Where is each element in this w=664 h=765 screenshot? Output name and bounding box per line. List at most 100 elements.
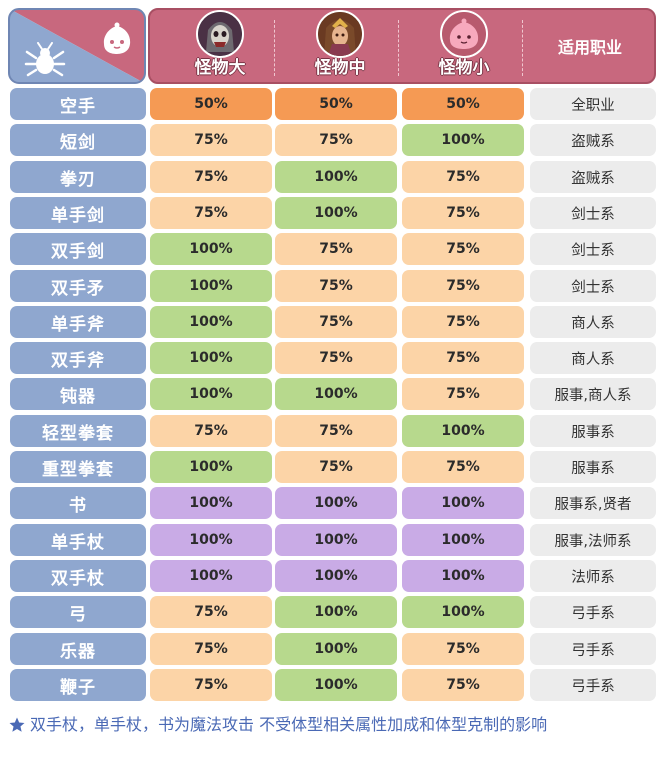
medium-monster-warrior-icon xyxy=(316,10,364,58)
value-cell-small: 75% xyxy=(402,161,524,193)
value-cell-large: 75% xyxy=(150,415,272,447)
header-job-label: 适用职业 xyxy=(557,38,622,57)
weapon-name-cell: 单手杖 xyxy=(10,524,146,556)
value-cell-small: 100% xyxy=(402,487,524,519)
weapon-name-cell: 双手矛 xyxy=(10,270,146,302)
table-row: 书 100% 100% 100% 服事系,贤者 xyxy=(10,487,656,519)
weapon-name-cell: 鞭子 xyxy=(10,669,146,701)
job-cell: 弓手系 xyxy=(530,669,656,701)
job-cell: 商人系 xyxy=(530,306,656,338)
table-corner-cell xyxy=(8,8,146,84)
value-cell-small: 75% xyxy=(402,451,524,483)
table-row: 空手 50% 50% 50% 全职业 xyxy=(10,88,656,120)
job-cell: 弓手系 xyxy=(530,596,656,628)
table-row: 单手杖 100% 100% 100% 服事,法师系 xyxy=(10,524,656,556)
weapon-name-cell: 短剑 xyxy=(10,124,146,156)
job-cell: 盗贼系 xyxy=(530,124,656,156)
value-cell-medium: 100% xyxy=(275,560,397,592)
header-divider xyxy=(398,20,399,76)
weapon-name-cell: 乐器 xyxy=(10,633,146,665)
table-row: 单手斧 100% 75% 75% 商人系 xyxy=(10,306,656,338)
value-cell-medium: 75% xyxy=(275,124,397,156)
table-row: 重型拳套 100% 75% 75% 服事系 xyxy=(10,451,656,483)
value-cell-large: 100% xyxy=(150,306,272,338)
value-cell-large: 100% xyxy=(150,270,272,302)
job-cell: 弓手系 xyxy=(530,633,656,665)
table-row: 双手杖 100% 100% 100% 法师系 xyxy=(10,560,656,592)
value-cell-large: 75% xyxy=(150,596,272,628)
weapon-name-cell: 双手斧 xyxy=(10,342,146,374)
job-cell: 剑士系 xyxy=(530,233,656,265)
header-label-small: 怪物小 xyxy=(438,58,490,78)
table-row: 短剑 75% 75% 100% 盗贼系 xyxy=(10,124,656,156)
value-cell-medium: 100% xyxy=(275,669,397,701)
value-cell-medium: 75% xyxy=(275,451,397,483)
table-header: 怪物大 怪物中 怪 xyxy=(148,8,656,84)
weapon-name-cell: 空手 xyxy=(10,88,146,120)
job-cell: 剑士系 xyxy=(530,270,656,302)
value-cell-small: 75% xyxy=(402,669,524,701)
value-cell-large: 75% xyxy=(150,633,272,665)
value-cell-large: 100% xyxy=(150,451,272,483)
value-cell-large: 75% xyxy=(150,161,272,193)
value-cell-large: 100% xyxy=(150,233,272,265)
table-row: 双手矛 100% 75% 75% 剑士系 xyxy=(10,270,656,302)
value-cell-medium: 100% xyxy=(275,161,397,193)
table-row: 双手剑 100% 75% 75% 剑士系 xyxy=(10,233,656,265)
table-row: 弓 75% 100% 100% 弓手系 xyxy=(10,596,656,628)
table-row: 拳刃 75% 100% 75% 盗贼系 xyxy=(10,161,656,193)
value-cell-medium: 100% xyxy=(275,378,397,410)
value-cell-small: 75% xyxy=(402,633,524,665)
table-row: 双手斧 100% 75% 75% 商人系 xyxy=(10,342,656,374)
job-cell: 全职业 xyxy=(530,88,656,120)
value-cell-medium: 100% xyxy=(275,633,397,665)
job-cell: 服事系,贤者 xyxy=(530,487,656,519)
value-cell-medium: 75% xyxy=(275,415,397,447)
value-cell-large: 100% xyxy=(150,342,272,374)
header-monster-medium: 怪物中 xyxy=(290,10,390,82)
value-cell-medium: 75% xyxy=(275,306,397,338)
value-cell-small: 75% xyxy=(402,342,524,374)
value-cell-medium: 100% xyxy=(275,197,397,229)
table-row: 乐器 75% 100% 75% 弓手系 xyxy=(10,633,656,665)
value-cell-medium: 75% xyxy=(275,270,397,302)
weapon-name-cell: 钝器 xyxy=(10,378,146,410)
weapon-name-cell: 双手杖 xyxy=(10,560,146,592)
value-cell-large: 100% xyxy=(150,378,272,410)
bug-monster-icon xyxy=(24,42,66,77)
value-cell-small: 100% xyxy=(402,124,524,156)
value-cell-small: 75% xyxy=(402,378,524,410)
large-monster-skull-icon xyxy=(196,10,244,58)
table-row: 轻型拳套 75% 75% 100% 服事系 xyxy=(10,415,656,447)
value-cell-small: 100% xyxy=(402,596,524,628)
header-label-medium: 怪物中 xyxy=(314,58,366,78)
header-divider xyxy=(274,20,275,76)
weapon-name-cell: 重型拳套 xyxy=(10,451,146,483)
header-divider xyxy=(522,20,523,76)
value-cell-large: 75% xyxy=(150,197,272,229)
header-label-large: 怪物大 xyxy=(194,58,246,78)
value-cell-medium: 75% xyxy=(275,342,397,374)
weapon-name-cell: 弓 xyxy=(10,596,146,628)
table-row: 钝器 100% 100% 75% 服事,商人系 xyxy=(10,378,656,410)
job-cell: 法师系 xyxy=(530,560,656,592)
weapon-name-cell: 书 xyxy=(10,487,146,519)
header-monster-small: 怪物小 xyxy=(414,10,514,82)
job-cell: 服事,商人系 xyxy=(530,378,656,410)
value-cell-medium: 75% xyxy=(275,233,397,265)
job-cell: 服事,法师系 xyxy=(530,524,656,556)
table-row: 鞭子 75% 100% 75% 弓手系 xyxy=(10,669,656,701)
value-cell-large: 75% xyxy=(150,669,272,701)
footnote-text: 双手杖，单手杖，书为魔法攻击 不受体型相关属性加成和体型克制的影响 xyxy=(30,715,548,734)
value-cell-small: 75% xyxy=(402,306,524,338)
job-cell: 剑士系 xyxy=(530,197,656,229)
value-cell-large: 75% xyxy=(150,124,272,156)
weapon-name-cell: 拳刃 xyxy=(10,161,146,193)
value-cell-medium: 100% xyxy=(275,596,397,628)
value-cell-large: 100% xyxy=(150,487,272,519)
value-cell-medium: 100% xyxy=(275,524,397,556)
value-cell-large: 50% xyxy=(150,88,272,120)
value-cell-medium: 100% xyxy=(275,487,397,519)
job-cell: 服事系 xyxy=(530,451,656,483)
weapon-name-cell: 单手剑 xyxy=(10,197,146,229)
